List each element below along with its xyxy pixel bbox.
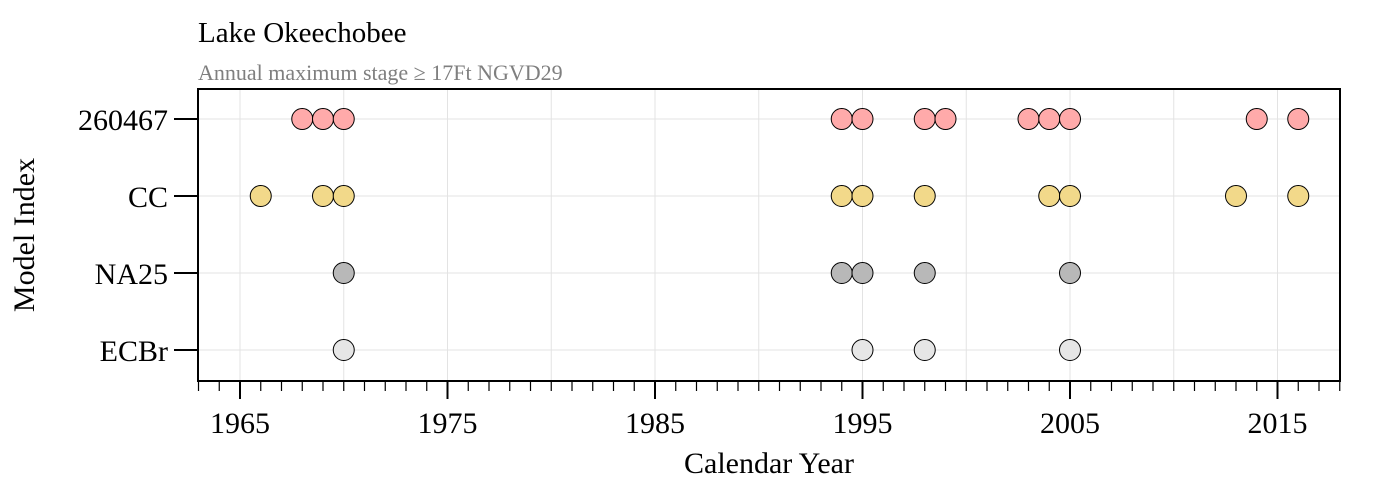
x-axis: 1965 1975 1985 1995 2005 2015 xyxy=(197,381,1341,440)
data-point xyxy=(332,262,355,284)
data-point xyxy=(1059,262,1081,284)
data-point xyxy=(851,339,874,361)
data-point xyxy=(249,185,272,207)
data-point xyxy=(830,262,853,284)
data-point xyxy=(913,262,936,284)
data-point xyxy=(1287,185,1310,207)
data-point xyxy=(830,108,853,130)
data-point xyxy=(1287,108,1310,130)
data-point xyxy=(1225,185,1247,207)
y-axis: 260467 CC NA25 ECBr xyxy=(78,104,198,368)
x-tick-label: 1985 xyxy=(625,407,685,440)
plot-panel-border xyxy=(197,88,1341,382)
data-point xyxy=(851,108,874,130)
data-point xyxy=(913,108,936,130)
data-point xyxy=(1059,185,1081,207)
data-point xyxy=(1038,108,1061,130)
data-point xyxy=(1017,108,1040,130)
y-tick-label: 260467 xyxy=(78,104,168,137)
x-tick-label: 1975 xyxy=(418,407,478,440)
data-point xyxy=(830,185,853,207)
data-point xyxy=(851,262,874,284)
data-point xyxy=(913,185,936,207)
x-tick-label: 2005 xyxy=(1040,407,1100,440)
data-point xyxy=(1059,339,1081,361)
y-tick-label: CC xyxy=(128,181,168,214)
data-points xyxy=(249,108,1310,361)
data-point xyxy=(312,185,334,207)
data-point xyxy=(851,185,874,207)
x-tick-label: 1995 xyxy=(833,407,893,440)
data-point xyxy=(332,339,355,361)
data-point xyxy=(913,339,936,361)
chart-subtitle: Annual maximum stage ≥ 17Ft NGVD29 xyxy=(198,60,563,85)
data-point xyxy=(332,108,355,130)
y-tick-label: NA25 xyxy=(95,258,168,291)
data-point xyxy=(1059,108,1081,130)
x-axis-title: Calendar Year xyxy=(684,447,854,480)
data-point xyxy=(1038,185,1061,207)
data-point xyxy=(1245,108,1268,130)
data-point xyxy=(934,108,957,130)
grid xyxy=(198,89,1340,381)
data-point xyxy=(291,108,314,130)
data-point xyxy=(312,108,334,130)
x-tick-label: 2015 xyxy=(1248,407,1308,440)
chart-title: Lake Okeechobee xyxy=(198,17,407,49)
y-axis-title: Model Index xyxy=(8,158,41,312)
x-tick-label: 1965 xyxy=(210,407,270,440)
y-tick-label: ECBr xyxy=(100,335,168,368)
data-point xyxy=(332,185,355,207)
